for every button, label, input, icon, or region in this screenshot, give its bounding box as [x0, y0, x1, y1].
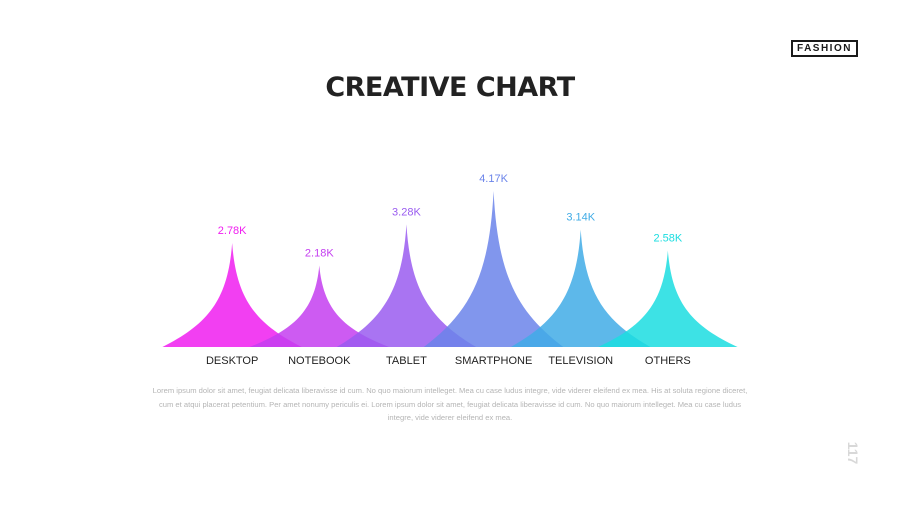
value-labels-group: 2.78K 2.18K 3.28K 4.17K 3.14K 2.58K: [218, 173, 683, 259]
value-label-desktop: 2.78K: [218, 225, 247, 237]
value-label-smartphone: 4.17K: [479, 173, 508, 185]
value-label-others: 2.58K: [653, 233, 682, 245]
peak-others: [598, 250, 738, 347]
description-text: Lorem ipsum dolor sit amet, feugiat deli…: [152, 386, 748, 422]
value-label-tablet: 3.28K: [392, 206, 421, 218]
category-label-smartphone: SMARTPHONE: [455, 355, 532, 367]
category-label-desktop: DESKTOP: [206, 355, 258, 367]
brand-label: FASHION: [797, 43, 852, 54]
peak-television: [511, 229, 651, 347]
page-number: 117: [845, 441, 861, 465]
category-label-tablet: TABLET: [386, 355, 427, 367]
value-label-notebook: 2.18K: [305, 247, 334, 259]
chart-title: CREATIVE CHART: [325, 72, 575, 103]
category-labels-group: DESKTOP NOTEBOOK TABLET SMARTPHONE TELEVISIO…: [206, 355, 691, 367]
value-label-television: 3.14K: [566, 212, 595, 224]
category-label-others: OTHERS: [645, 355, 691, 367]
peak-notebook: [249, 265, 389, 347]
peak-desktop: [162, 243, 302, 347]
peak-tablet: [336, 224, 477, 347]
peak-smartphone: [423, 191, 564, 347]
peaks-group: [162, 191, 738, 347]
brand-badge: FASHION: [791, 40, 858, 57]
category-label-notebook: NOTEBOOK: [288, 355, 351, 367]
category-label-television: TELEVISION: [548, 355, 613, 367]
